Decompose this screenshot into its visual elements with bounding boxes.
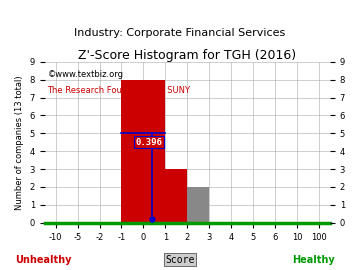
Text: The Research Foundation of SUNY: The Research Foundation of SUNY	[48, 86, 190, 95]
Bar	[165, 169, 187, 223]
Y-axis label: Number of companies (13 total): Number of companies (13 total)	[15, 75, 24, 210]
Text: Unhealthy: Unhealthy	[15, 255, 71, 265]
Text: Score: Score	[165, 255, 195, 265]
Bar	[121, 80, 165, 223]
Bar	[187, 187, 209, 223]
Text: Industry: Corporate Financial Services: Industry: Corporate Financial Services	[75, 28, 285, 38]
Title: Z'-Score Histogram for TGH (2016): Z'-Score Histogram for TGH (2016)	[78, 49, 296, 62]
Text: Healthy: Healthy	[292, 255, 334, 265]
Text: 0.396: 0.396	[135, 138, 162, 147]
Text: ©www.textbiz.org: ©www.textbiz.org	[48, 70, 123, 79]
